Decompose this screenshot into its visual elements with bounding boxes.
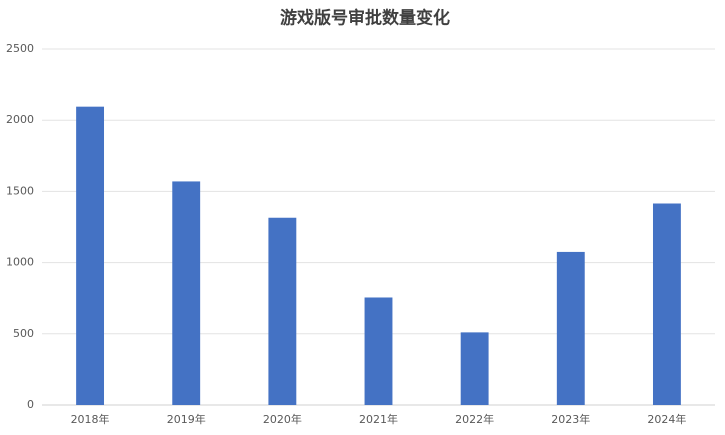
x-tick-label: 2023年 <box>551 412 590 426</box>
bar <box>364 297 393 405</box>
y-tick-label: 2500 <box>6 42 34 55</box>
bar <box>172 181 201 405</box>
bar <box>268 217 297 405</box>
x-tick-label: 2018年 <box>71 412 110 426</box>
x-tick-label: 2019年 <box>167 412 206 426</box>
x-tick-label: 2020年 <box>263 412 302 426</box>
bar <box>76 106 105 405</box>
y-tick-label: 0 <box>27 398 34 411</box>
chart-title: 游戏版号审批数量变化 <box>280 8 450 29</box>
x-tick-label: 2024年 <box>647 412 686 426</box>
x-tick-label: 2022年 <box>455 412 494 426</box>
bar <box>556 251 585 405</box>
x-tick-label: 2021年 <box>359 412 398 426</box>
y-tick-label: 1500 <box>6 184 34 197</box>
y-tick-label: 1000 <box>6 256 34 269</box>
bar <box>460 332 489 405</box>
bar <box>652 203 681 405</box>
y-tick-label: 2000 <box>6 113 34 126</box>
y-tick-label: 500 <box>13 327 34 340</box>
